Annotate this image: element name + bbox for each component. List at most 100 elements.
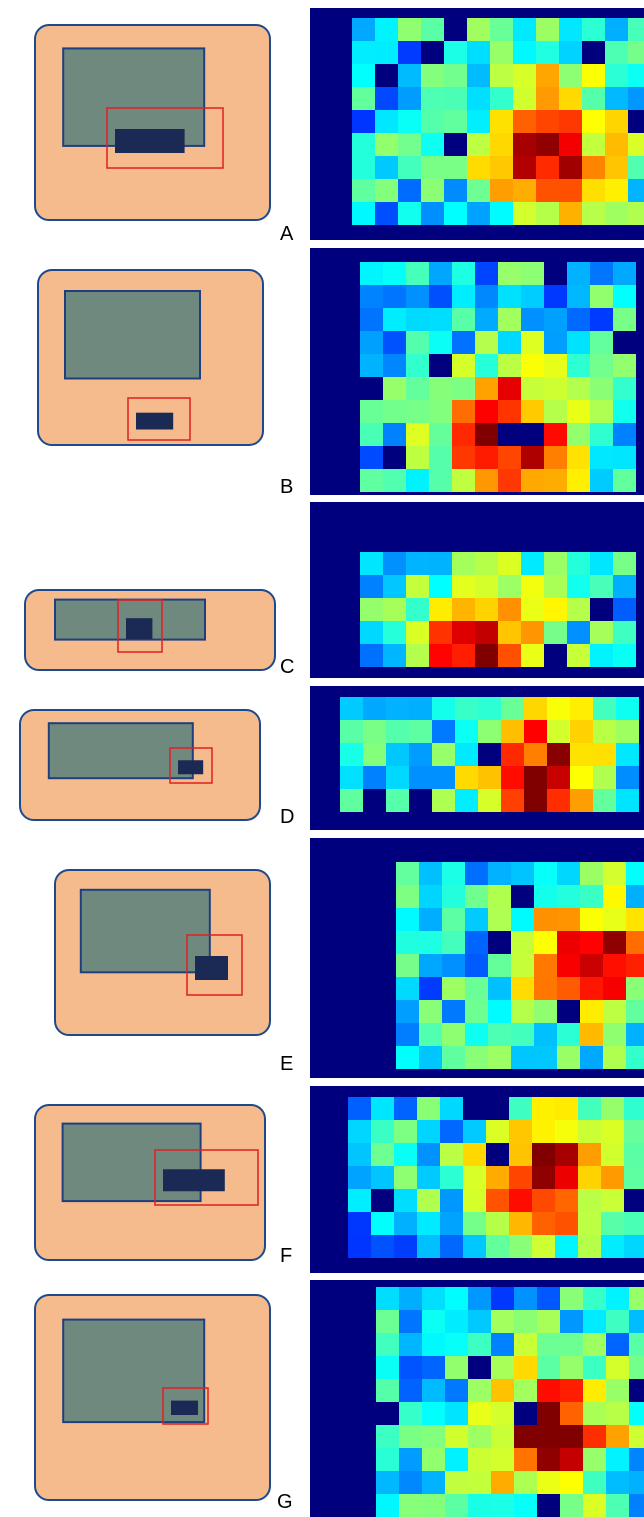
heatmap-cell [613,552,636,575]
heatmap-cell [440,1120,463,1143]
heatmap-cell [348,1143,371,1166]
heatmap-cell [583,1333,606,1356]
heatmap-cell [417,1166,440,1189]
heatmap-cell [383,331,406,354]
heatmap-cell [567,552,590,575]
heatmap-cell [521,377,544,400]
heatmap-cell [468,1494,491,1517]
heatmap-cell [590,285,613,308]
heatmap-cell [452,400,475,423]
heatmap-cell [467,202,490,225]
heatmap-cell [406,285,429,308]
heatmap-cell [475,331,498,354]
heatmap-cell [626,954,644,977]
heatmap-cell [626,1023,644,1046]
heatmap-cell [399,1471,422,1494]
heatmap-cell [559,87,582,110]
heatmap-cell [583,1494,606,1517]
heatmap-cell [559,64,582,87]
heatmap-cell [490,202,513,225]
heatmap-cell [583,1287,606,1310]
heatmap-cell [406,400,429,423]
heatmap-cell [445,1494,468,1517]
heatmap-cell [509,1166,532,1189]
heatmap-cell [376,1356,399,1379]
heatmap-cell [363,720,386,743]
heatmap-cell [603,931,626,954]
heatmap-cell [605,64,628,87]
heatmap-cell [601,1189,624,1212]
heatmap-cell [444,41,467,64]
heatmap-cell [486,1120,509,1143]
xray-bag-inner [65,291,200,379]
heatmap-cell [567,598,590,621]
heatmap-cell [534,1000,557,1023]
heatmap-cell [557,954,580,977]
heatmap-cell [468,1287,491,1310]
heatmap-cell [514,1287,537,1310]
heatmap-cell [352,18,375,41]
heatmap-cell [613,469,636,492]
heatmap-cell [442,931,465,954]
heatmap-cell [444,110,467,133]
heatmap-cell [532,1212,555,1235]
heatmap-cell [452,621,475,644]
heatmap-cell [406,262,429,285]
xray-object [126,618,152,639]
heatmap-cell [478,720,501,743]
heatmap-cell [536,87,559,110]
heatmap-cell [544,354,567,377]
heatmap-cell [352,179,375,202]
heatmap-cell [559,156,582,179]
heatmap-cell [613,446,636,469]
heatmap-cell [421,110,444,133]
heatmap-cell [422,1494,445,1517]
heatmap-cell [442,1000,465,1023]
heatmap-cell [544,285,567,308]
heatmap-cell [590,400,613,423]
heatmap-cell [544,575,567,598]
heatmap-cell [394,1212,417,1235]
heatmap-cell [555,1235,578,1258]
heatmap-cell [603,1023,626,1046]
heatmap-cell [376,1494,399,1517]
heatmap-cell [578,1120,601,1143]
heatmap-cell [567,285,590,308]
heatmap-cell [371,1097,394,1120]
heatmap-cell [509,1143,532,1166]
heatmap-cell [440,1166,463,1189]
heatmap-cell [398,156,421,179]
heatmap-cell [511,1023,534,1046]
heatmap-cell [603,862,626,885]
heatmap-cell [452,423,475,446]
heatmap-cell [514,1471,537,1494]
heatmap-cell [406,644,429,667]
heatmap-cell [555,1143,578,1166]
heatmap-cell [534,862,557,885]
heatmap-cell [394,1120,417,1143]
heatmap-cell [444,64,467,87]
heatmap-cell [567,644,590,667]
heatmap-cell [509,1189,532,1212]
heatmap-cell [429,400,452,423]
heatmap-cell [419,931,442,954]
heatmap-cell [375,156,398,179]
heatmap-cell [616,743,639,766]
heatmap-cell [624,1120,644,1143]
heatmap-cell [491,1471,514,1494]
heatmap-cell [475,644,498,667]
heatmap-cell [429,598,452,621]
heatmap-cell [463,1235,486,1258]
heatmap-cell [478,789,501,812]
heatmap-cell [613,308,636,331]
heatmap-cell [465,1000,488,1023]
heatmap-cell [626,908,644,931]
heatmap-cell [498,621,521,644]
heatmap-cell [567,621,590,644]
heatmap-cell [440,1143,463,1166]
heatmap-cell [432,697,455,720]
panel-label: D [280,806,294,828]
heatmap-cell [360,598,383,621]
heatmap-cell [352,110,375,133]
heatmap-cell [445,1310,468,1333]
